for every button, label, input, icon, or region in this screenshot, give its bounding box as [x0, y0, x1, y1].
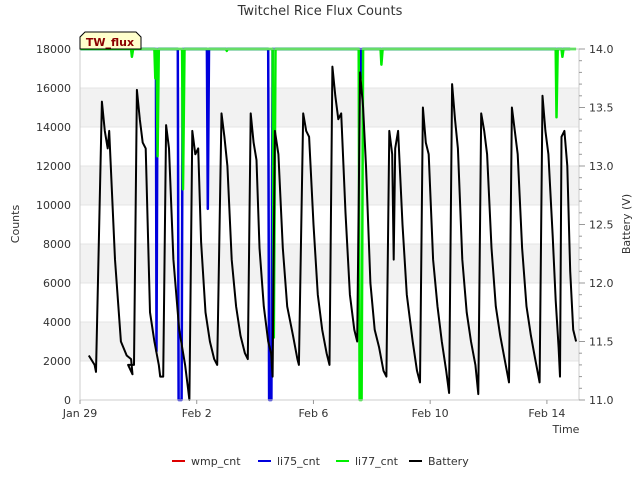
series-line-li77-cnt — [80, 47, 577, 402]
y-right-tick-label: 13.5 — [589, 102, 614, 115]
y-right-tick-label: 14.0 — [589, 43, 614, 56]
site-badge: TW_flux — [79, 31, 142, 50]
x-axis-ticks: Jan 29 Feb 2 Feb 6 Feb 10 Feb 14 — [62, 400, 565, 420]
y-right-tick-label: 11.5 — [589, 336, 614, 349]
legend: wmp_cnt li75_cnt li77_cnt Battery — [172, 455, 469, 468]
legend-label: li75_cnt — [277, 455, 321, 468]
x-axis-label: Time — [552, 423, 580, 436]
y-tick-label: 14000 — [36, 121, 71, 134]
y-tick-label: 10000 — [36, 199, 71, 212]
y-tick-label: 6000 — [43, 277, 71, 290]
y-tick-label: 0 — [64, 394, 71, 407]
y-right-tick-label: 13.0 — [589, 160, 614, 173]
x-tick-label: Feb 14 — [528, 407, 565, 420]
y-tick-label: 4000 — [43, 316, 71, 329]
y-tick-label: 16000 — [36, 82, 71, 95]
y-axis-right-label: Battery (V) — [620, 194, 633, 254]
y-tick-label: 18000 — [36, 43, 71, 56]
x-tick-label: Jan 29 — [62, 407, 97, 420]
x-tick-label: Feb 2 — [182, 407, 212, 420]
site-badge-label: TW_flux — [86, 36, 134, 49]
x-tick-label: Feb 6 — [298, 407, 328, 420]
left-axis-ticks: 0 2000 4000 6000 8000 10000 12000 14000 16000 180… — [36, 43, 71, 407]
legend-label: Battery — [428, 455, 469, 468]
y-tick-label: 8000 — [43, 238, 71, 251]
y-tick-label: 12000 — [36, 160, 71, 173]
y-axis-label: Counts — [9, 205, 22, 244]
legend-label: li77_cnt — [355, 455, 399, 468]
y-tick-label: 2000 — [43, 355, 71, 368]
y-right-tick-label: 12.5 — [589, 219, 614, 232]
right-axis-ticks: 11.0 11.5 12.0 12.5 13.0 13.5 14.0 — [579, 43, 614, 407]
legend-label: wmp_cnt — [191, 455, 241, 468]
series-line-battery — [87, 65, 578, 401]
chart-title: Twitchel Rice Flux Counts — [237, 4, 403, 19]
x-tick-label: Feb 10 — [412, 407, 449, 420]
grid-band — [80, 166, 579, 205]
y-right-tick-label: 12.0 — [589, 277, 614, 290]
grid-band — [80, 88, 579, 127]
y-right-tick-label: 11.0 — [589, 394, 614, 407]
